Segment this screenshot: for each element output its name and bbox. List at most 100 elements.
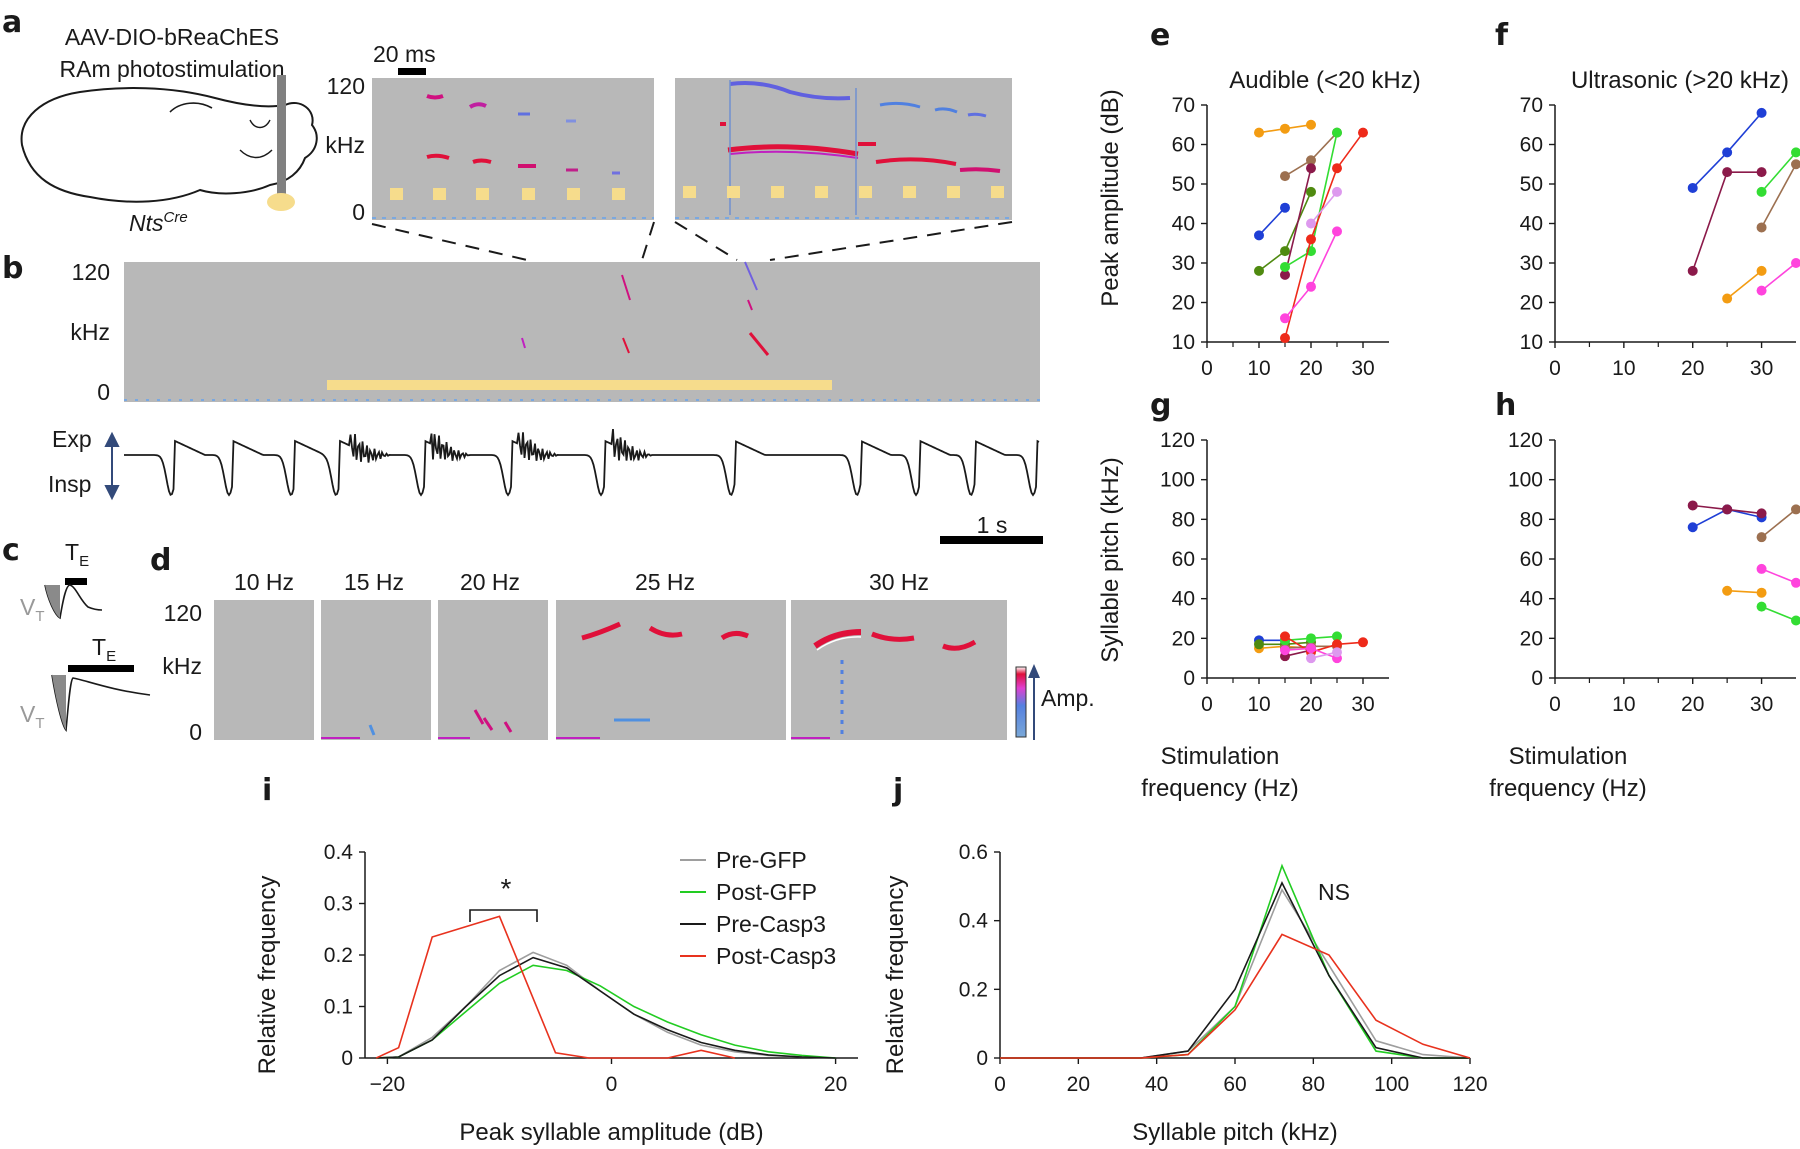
xlabel-i: Peak syllable amplitude (dB): [459, 1119, 763, 1146]
stim-bar: [327, 380, 832, 390]
d-y-unit: kHz: [162, 653, 202, 679]
data-point: [1306, 218, 1316, 229]
xtick-label: 30: [1750, 693, 1773, 716]
series-line-pre-casp3: [1000, 881, 1470, 1059]
ytick-label: 0.4: [324, 841, 354, 864]
xtick-label: 10: [1247, 693, 1270, 716]
data-point: [1280, 333, 1290, 344]
ytick-label: 100: [1508, 469, 1543, 492]
spectrogram-d-20hz: [438, 600, 548, 740]
data-point: [1280, 645, 1290, 656]
data-point: [1756, 285, 1767, 296]
data-point: [1280, 246, 1290, 257]
data-point: [1791, 615, 1800, 626]
legend-post-casp3: Post-Casp3: [716, 943, 836, 969]
chart-e: 0 10 20 30 10 20 30 40 50 60 70 Audible (<20 kHz): [1172, 67, 1421, 380]
data-point: [1756, 601, 1767, 612]
b-y-unit: kHz: [70, 319, 110, 345]
ytick-label: 60: [1172, 134, 1195, 157]
xlabel-j: Syllable pitch (kHz): [1132, 1119, 1337, 1146]
data-point: [1722, 504, 1733, 515]
data-point: [1306, 186, 1316, 197]
data-point: [1722, 585, 1733, 596]
scale-20ms-bar: [398, 68, 426, 75]
spectrogram-a-left: [372, 78, 654, 220]
spectrogram-d-10hz: [214, 600, 314, 740]
ytick-label: 0.3: [324, 893, 353, 916]
ytick-label: 0: [341, 1047, 353, 1070]
panel-b: 120 kHz 0 Exp Insp 1 s: [48, 259, 1043, 544]
ytick-label: 70: [1520, 94, 1543, 117]
ytick-label: 50: [1520, 173, 1543, 196]
ytick-label: 40: [1172, 588, 1195, 611]
g-xlabel-1: Stimulation: [1161, 743, 1280, 770]
ytick-label: 0.2: [959, 978, 988, 1001]
data-point: [1254, 639, 1264, 650]
data-point: [1306, 119, 1316, 130]
ytick-label: 40: [1520, 213, 1543, 236]
d-freq-10: 10 Hz: [234, 569, 294, 595]
amp-colorbar: [1015, 666, 1027, 738]
te-label-2: TE: [92, 634, 116, 665]
d-freq-25: 25 Hz: [635, 569, 695, 595]
sig-bracket-i: *: [469, 873, 538, 922]
ytick-label: 40: [1172, 213, 1195, 236]
ytick-label: 0: [976, 1047, 988, 1070]
ytick-label: 30: [1172, 252, 1195, 275]
amp-label: Amp.: [1041, 685, 1095, 711]
data-point: [1280, 171, 1290, 182]
ytick-label: 100: [1160, 469, 1195, 492]
sig-ns: NS: [1318, 879, 1350, 905]
legend-post-gfp: Post-GFP: [716, 879, 817, 905]
legend-pre-gfp: Pre-GFP: [716, 847, 807, 873]
xtick-label: 20: [1681, 693, 1704, 716]
panel-letter-b: b: [2, 251, 23, 286]
xtick-label: 80: [1302, 1073, 1325, 1096]
chart-j: 0 20 40 60 80 100 120 0 0.2 0.4 0.6 Relative freque…: [882, 841, 1488, 1146]
data-point: [1306, 163, 1316, 174]
data-point: [1306, 155, 1316, 166]
spectrogram-d-30hz: [791, 600, 1007, 740]
xtick-label: 0: [1549, 693, 1561, 716]
panel-d: 10 Hz 15 Hz 20 Hz 25 Hz 30 Hz 120 kHz 0: [162, 569, 1094, 745]
data-point: [1280, 202, 1290, 213]
spectrogram-d-15hz: [321, 600, 431, 740]
ytick-label: 0.6: [959, 841, 988, 864]
h-xlabel-1: Stimulation: [1509, 743, 1628, 770]
panel-letter-f: f: [1495, 18, 1509, 53]
panel-letter-g: g: [1150, 388, 1171, 423]
te-label-1: TE: [65, 539, 89, 570]
panel-a: AAV-DIO-bReaChES RAm photostimulation Nt…: [20, 24, 1013, 261]
data-point: [1791, 258, 1800, 268]
ytick-label: 0.2: [324, 944, 353, 967]
mouse-line-label: NtsCre: [129, 209, 188, 236]
ef-ylabel: Peak amplitude (dB): [1097, 89, 1124, 306]
data-point: [1756, 587, 1767, 598]
vt-label-1: VT: [20, 594, 45, 625]
data-point: [1254, 127, 1264, 138]
series-line-post-casp3: [375, 915, 735, 1059]
series-line-mouse-5: [1284, 168, 1312, 276]
light-spot: [267, 193, 295, 211]
zoom-lines: [371, 221, 1013, 261]
data-point: [1756, 265, 1767, 276]
ytick-label: 10: [1520, 331, 1543, 354]
panel-letter-e: e: [1150, 18, 1170, 53]
brain-outline: [20, 87, 318, 203]
a-y-unit: kHz: [325, 132, 365, 158]
series-line-mouse-4: [1761, 508, 1797, 538]
scale-1s-bar: [940, 536, 1043, 544]
xtick-label: 20: [1299, 693, 1322, 716]
spectrogram-d-25hz: [556, 600, 786, 740]
spectrogram-a-right: [675, 78, 1012, 220]
series-line-post-casp3: [1000, 933, 1471, 1059]
xtick-label: 0: [1201, 693, 1213, 716]
ytick-label: 120: [1508, 429, 1543, 452]
xtick-label: 0: [606, 1073, 618, 1096]
data-point: [1722, 167, 1733, 178]
ytick-label: 60: [1520, 548, 1543, 571]
series-line-mouse-6: [1760, 151, 1797, 193]
data-point: [1332, 163, 1342, 174]
series-line-mouse-8: [1761, 568, 1797, 584]
ytick-label: 0.4: [959, 910, 989, 933]
